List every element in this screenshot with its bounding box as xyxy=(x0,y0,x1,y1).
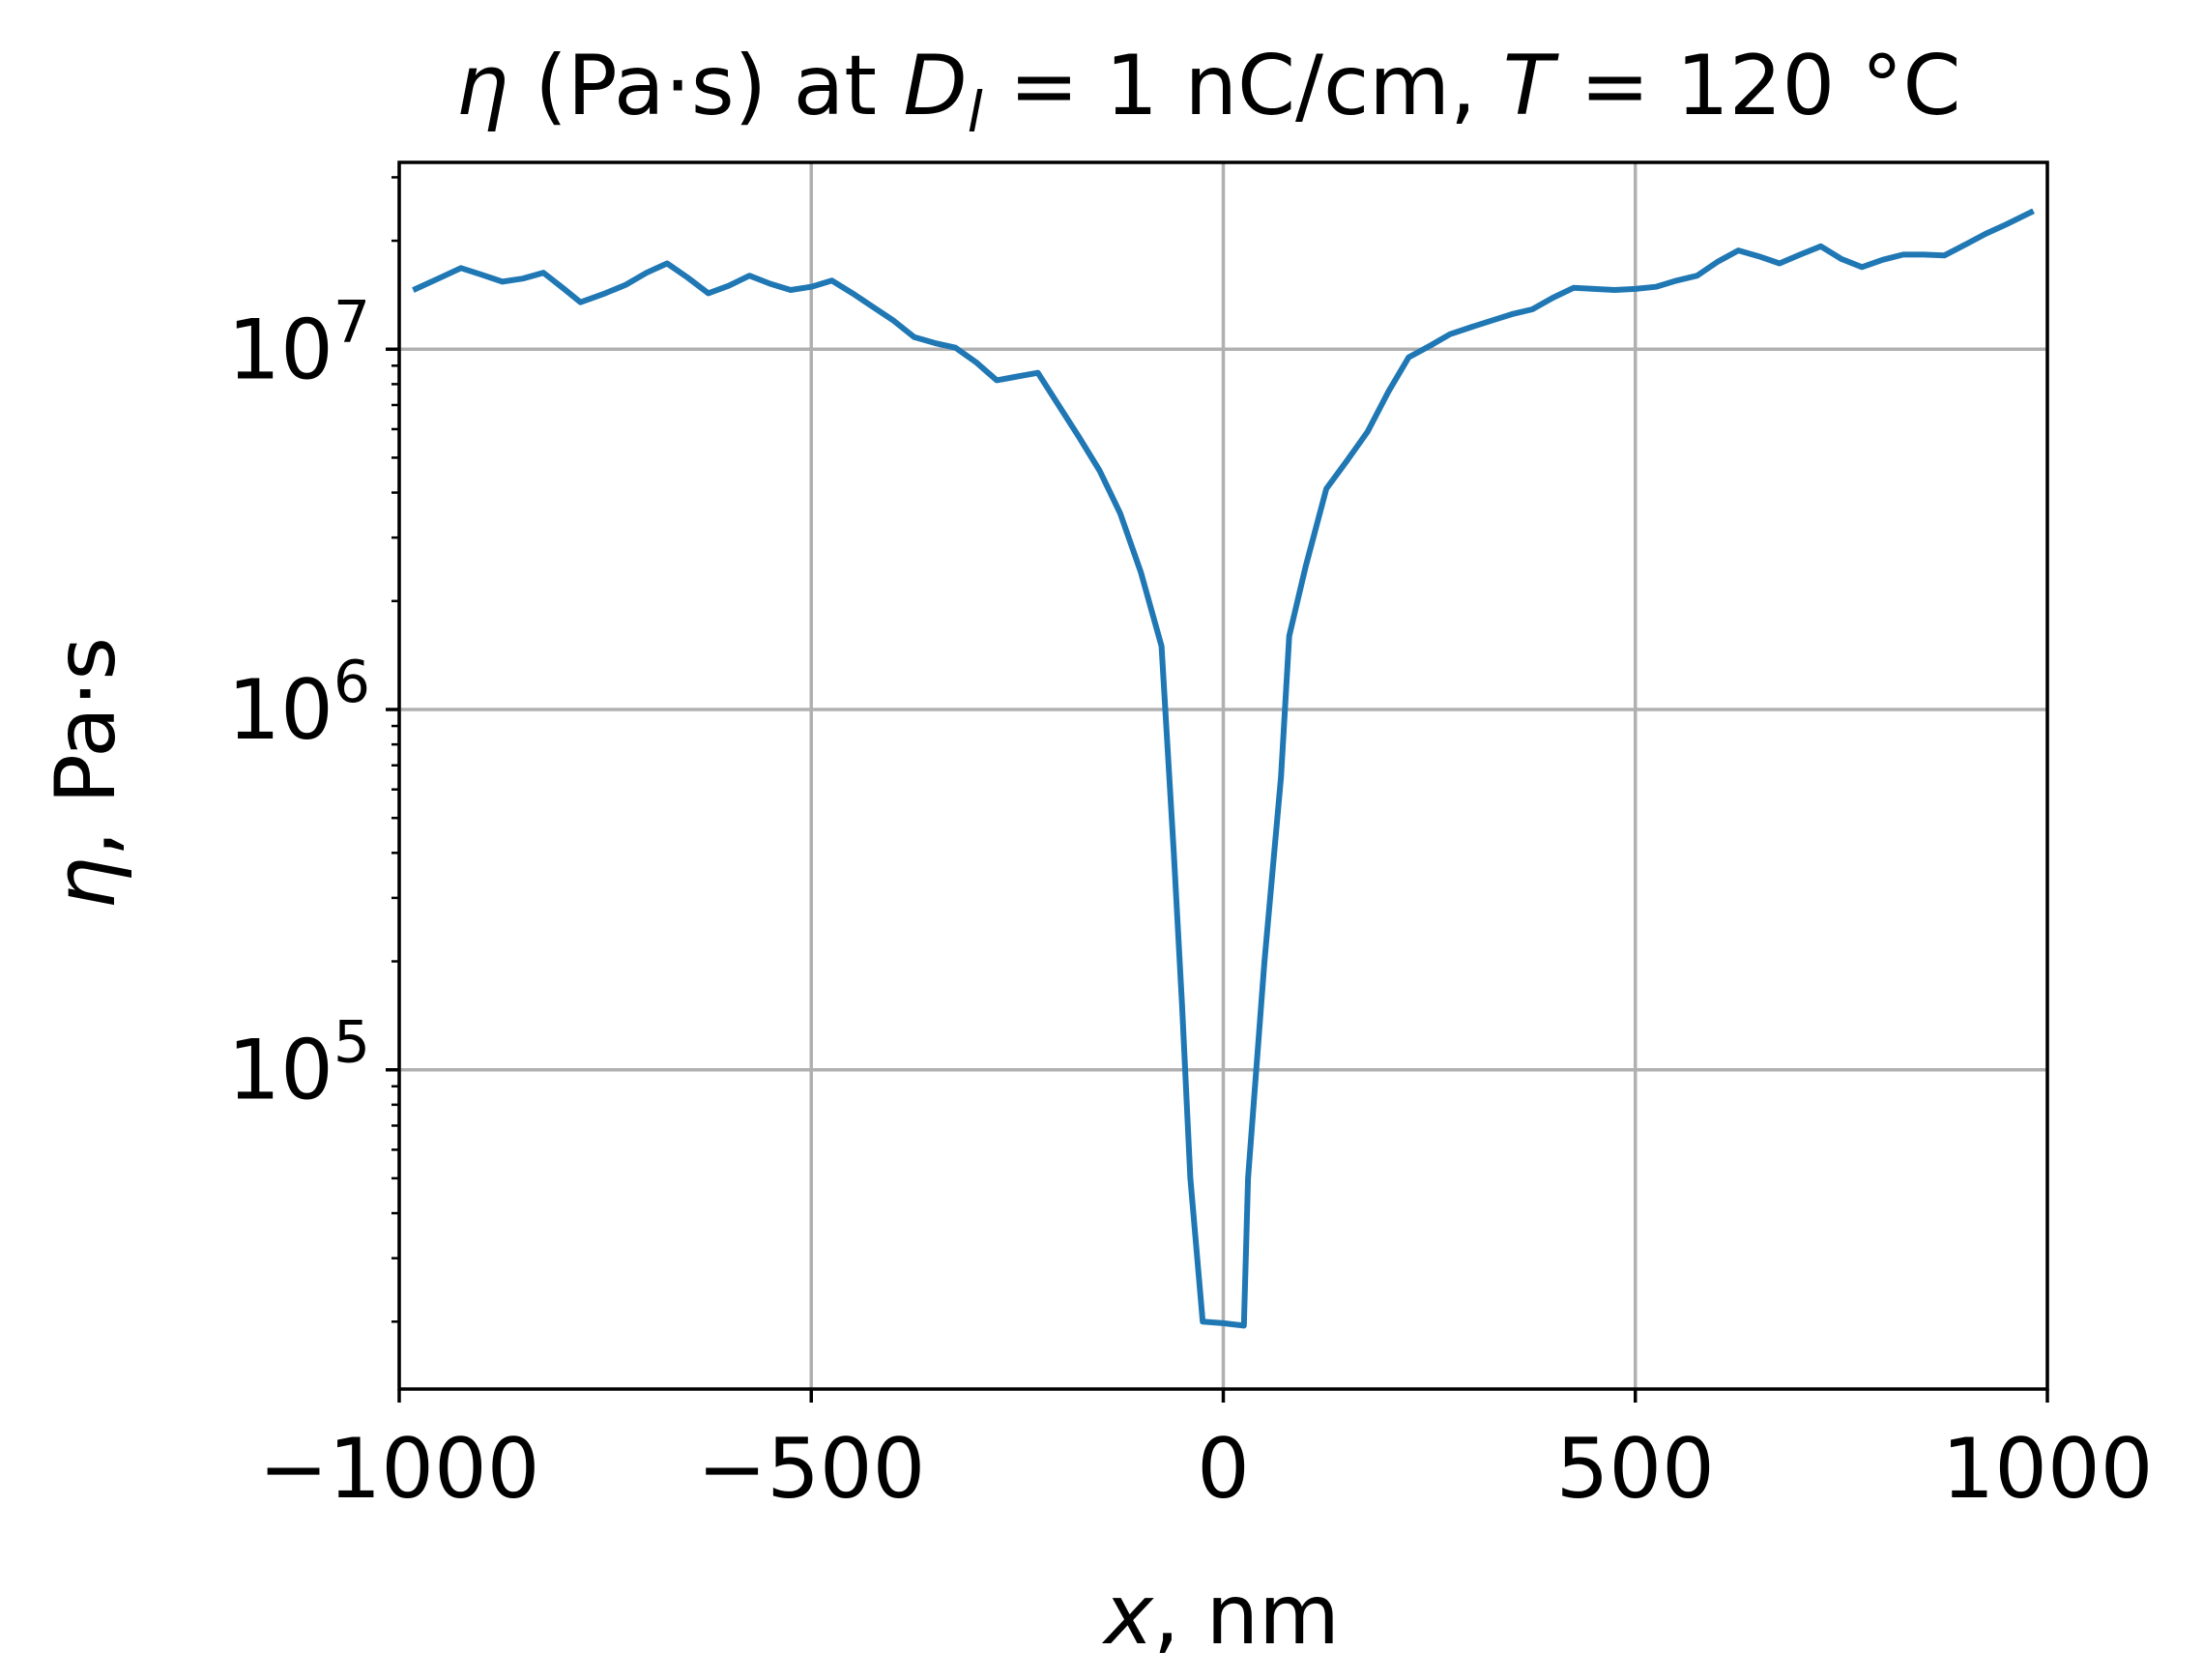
title-eta: η xyxy=(455,38,508,134)
x-tick-label: −1000 xyxy=(259,1421,540,1518)
x-axis-label-unit: , nm xyxy=(1153,1567,1340,1664)
y-axis-label: η, Pa·s xyxy=(38,637,134,910)
chart-title: η (Pa·s) at Dl = 1 nC/cm, T = 120 °C xyxy=(455,38,1960,145)
y-tick-label-exponent: 6 xyxy=(333,649,370,716)
y-tick-label-base: 10 xyxy=(227,302,333,398)
title-d-subscript: l xyxy=(968,79,983,145)
y-tick-label: 107 xyxy=(227,288,370,398)
y-tick-label-exponent: 5 xyxy=(333,1009,370,1077)
y-tick-label-base: 10 xyxy=(227,1023,333,1119)
title-d: D xyxy=(903,38,967,134)
y-tick-label: 106 xyxy=(227,649,370,759)
x-tick-label: −500 xyxy=(697,1421,925,1518)
title-text-2: = 1 nC/cm, xyxy=(983,38,1503,134)
y-tick-label: 105 xyxy=(227,1009,370,1119)
y-axis-label-var: η xyxy=(38,857,134,911)
title-text-3: = 120 °C xyxy=(1553,38,1960,134)
x-tick-label: 500 xyxy=(1556,1421,1715,1518)
y-tick-label-exponent: 7 xyxy=(333,288,370,356)
x-axis-label-var: x xyxy=(1101,1567,1154,1664)
x-axis-label: x, nm xyxy=(1101,1567,1340,1664)
grid-layer xyxy=(397,162,2049,1389)
title-text-1: (Pa·s) at xyxy=(508,38,903,134)
y-tick-label-base: 10 xyxy=(227,662,333,759)
x-tick-label: 0 xyxy=(1197,1421,1250,1518)
title-t: T xyxy=(1503,38,1560,134)
series-layer xyxy=(412,208,2035,1329)
y-axis-label-unit: , Pa·s xyxy=(38,637,134,857)
x-tick-label: 1000 xyxy=(1942,1421,2154,1518)
series-line xyxy=(412,208,2035,1329)
